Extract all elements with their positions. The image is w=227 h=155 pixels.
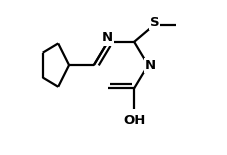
Text: N: N bbox=[144, 59, 155, 72]
Text: N: N bbox=[102, 31, 113, 44]
Text: OH: OH bbox=[122, 114, 145, 127]
Text: S: S bbox=[149, 16, 159, 29]
